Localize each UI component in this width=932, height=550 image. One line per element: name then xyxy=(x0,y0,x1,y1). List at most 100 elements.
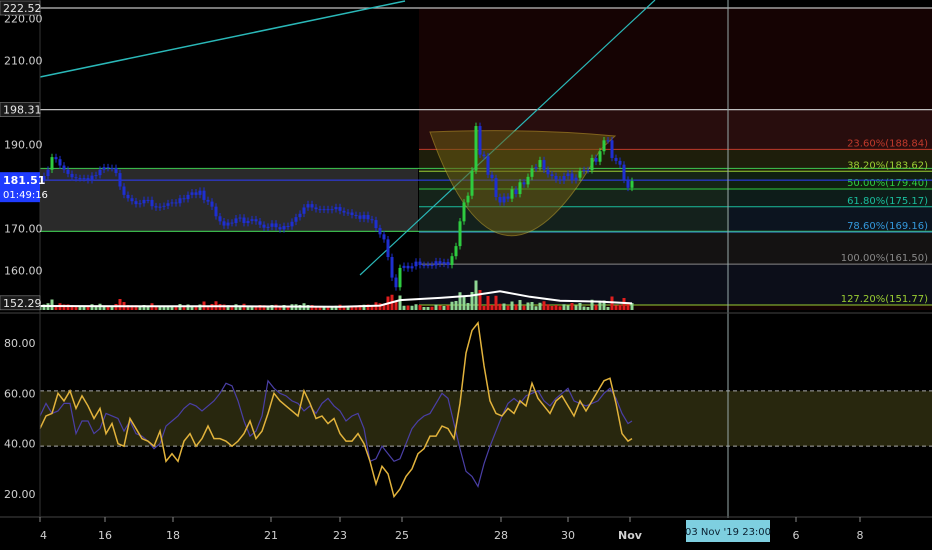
volume-bar xyxy=(518,300,522,310)
candle-body xyxy=(90,175,94,181)
candle-body xyxy=(178,198,182,204)
volume-bar xyxy=(66,304,70,310)
volume-bar xyxy=(530,302,534,310)
candle-body xyxy=(610,140,614,158)
last-price-label: 181.51 xyxy=(3,174,45,187)
candle-body xyxy=(430,264,434,266)
time-axis-tick: 18 xyxy=(166,529,180,542)
volume-bar xyxy=(566,305,570,310)
candle-body xyxy=(606,140,610,142)
candle-body xyxy=(218,216,222,222)
candle-body xyxy=(322,209,326,211)
volume-bar xyxy=(326,306,330,310)
candle-body xyxy=(514,189,518,195)
volume-bar xyxy=(542,301,546,310)
candle-body xyxy=(338,207,342,211)
volume-bar xyxy=(102,305,106,310)
candle-body xyxy=(546,169,550,175)
volume-bar xyxy=(206,306,210,310)
candle-body xyxy=(62,165,66,170)
candle-body xyxy=(470,170,474,196)
volume-bar xyxy=(270,305,274,310)
time-axis-tick: 28 xyxy=(494,529,508,542)
time-axis-tick: 4 xyxy=(40,529,47,542)
consolidation-box xyxy=(40,168,418,232)
rsi-band xyxy=(40,390,932,447)
volume-bar xyxy=(514,304,518,310)
time-axis-tick: 30 xyxy=(561,529,575,542)
candle-body xyxy=(378,228,382,235)
candle-body xyxy=(166,203,170,206)
candle-body xyxy=(510,189,514,199)
fib-band xyxy=(419,264,932,305)
candle-body xyxy=(198,190,202,195)
candle-body xyxy=(306,204,310,208)
candle-body xyxy=(614,157,618,161)
candle-body xyxy=(390,257,394,278)
candle-body xyxy=(414,261,418,267)
volume-bar xyxy=(606,307,610,310)
volume-bar xyxy=(406,305,410,310)
price-axis-tick: 210.00 xyxy=(4,55,43,68)
volume-bar xyxy=(78,307,82,310)
candle-body xyxy=(498,196,502,203)
volume-bar xyxy=(414,304,418,310)
volume-bar xyxy=(130,305,134,310)
volume-bar xyxy=(422,307,426,310)
rsi-line xyxy=(39,321,633,499)
volume-bar xyxy=(402,305,406,310)
fib-level-label: 78.60%(169.16) xyxy=(847,221,928,232)
volume-bar xyxy=(510,301,514,310)
candle-body xyxy=(334,207,338,210)
candle-body xyxy=(162,205,166,207)
volume-bar xyxy=(546,304,550,310)
candle-body xyxy=(618,160,622,165)
volume-bar xyxy=(454,301,458,310)
candle-body xyxy=(254,219,258,222)
candle-body xyxy=(190,192,194,195)
volume-bar xyxy=(118,299,122,310)
volume-bar xyxy=(410,305,414,310)
candle-body xyxy=(194,192,198,195)
volume-bar xyxy=(42,304,46,310)
candle-body xyxy=(594,157,598,162)
volume-bar xyxy=(358,305,362,310)
volume-bar xyxy=(226,305,230,310)
candle-body xyxy=(466,195,470,203)
candle-body xyxy=(630,181,634,188)
candle-body xyxy=(250,219,254,221)
volume-bar xyxy=(194,305,198,310)
volume-bar xyxy=(506,305,510,310)
candle-body xyxy=(266,226,270,228)
candle-body xyxy=(142,199,146,204)
volume-bar xyxy=(418,305,422,310)
fib-level-label: 100.00%(161.50) xyxy=(841,253,928,264)
volume-bar xyxy=(362,304,366,310)
candle-body xyxy=(50,157,54,170)
candle-body xyxy=(54,157,58,160)
volume-bar xyxy=(618,304,622,310)
volume-bar xyxy=(594,304,598,310)
fib-level-label: 50.00%(179.40) xyxy=(847,178,928,189)
candle-body xyxy=(214,206,218,217)
candle-body xyxy=(474,126,478,171)
volume-bar xyxy=(86,305,90,310)
price-tag-box xyxy=(0,295,41,311)
candle-body xyxy=(486,156,490,175)
candle-body xyxy=(622,164,626,180)
volume-bar xyxy=(158,306,162,310)
volume-bar xyxy=(174,306,178,310)
volume-bar xyxy=(238,306,242,310)
candle-body xyxy=(462,202,466,222)
volume-bar xyxy=(318,306,322,310)
volume-bar xyxy=(550,306,554,310)
candle-body xyxy=(86,178,90,181)
volume-bar xyxy=(586,307,590,310)
candle-body xyxy=(574,177,578,181)
candle-body xyxy=(374,220,378,229)
candle-body xyxy=(226,222,230,226)
volume-bar xyxy=(74,306,78,310)
fib-band xyxy=(419,231,932,265)
candle-body xyxy=(186,194,190,200)
